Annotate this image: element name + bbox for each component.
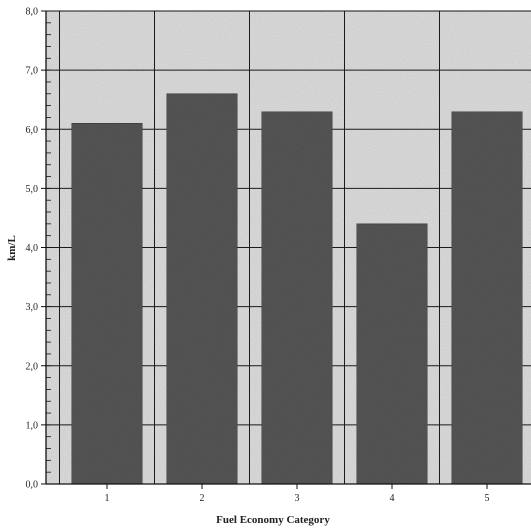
y-tick-label: 8,0: [26, 7, 39, 18]
bar-5: [451, 111, 523, 485]
bar-1: [71, 123, 143, 485]
y-axis-title: km/L: [6, 235, 18, 261]
y-tick-label: 3,0: [26, 302, 39, 313]
x-tick-label: 2: [200, 493, 205, 504]
x-tick-label: 5: [485, 493, 490, 504]
y-tick-label: 6,0: [26, 125, 39, 136]
y-tick-label: 1,0: [26, 420, 39, 431]
y-tick-label: 2,0: [26, 361, 39, 372]
x-tick-label: 1: [105, 493, 110, 504]
bar-2: [166, 93, 238, 485]
x-axis-title: Fuel Economy Category: [216, 514, 330, 526]
x-tick-label: 3: [295, 493, 300, 504]
x-tick-label: 4: [390, 493, 395, 504]
y-tick-label: 5,0: [26, 184, 39, 195]
bar-4: [356, 223, 428, 485]
y-tick-label: 4,0: [26, 243, 39, 254]
y-tick-label: 0,0: [26, 480, 39, 491]
bar-3: [261, 111, 333, 485]
y-tick-label: 7,0: [26, 66, 39, 77]
